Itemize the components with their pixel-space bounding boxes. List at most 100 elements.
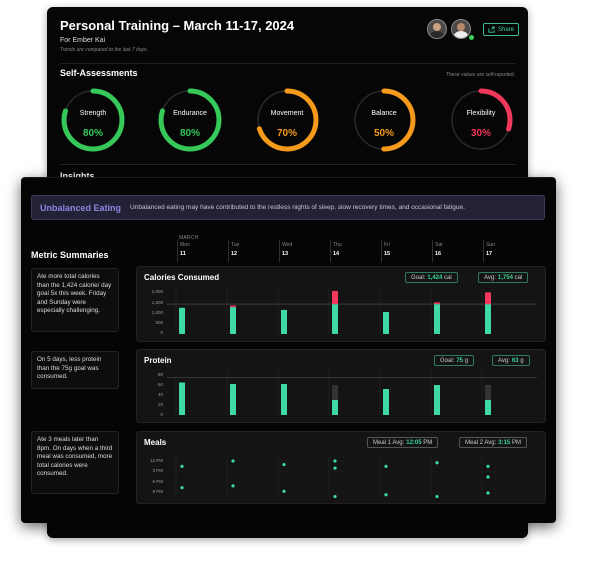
meals-summary: Ate 3 meals later than 8pm. On days when… [31, 431, 119, 494]
ring-value: 80% [179, 128, 200, 139]
self-reported-note: These values are self-reported. [445, 72, 515, 78]
banner-text: Unbalanced eating may have contributed t… [130, 204, 465, 211]
meal-point [435, 494, 439, 499]
meal-point [435, 461, 439, 465]
ring-label: Strength [79, 110, 107, 117]
ring-balance: Balance 50% [352, 88, 416, 152]
bar-sat [434, 385, 440, 415]
meal-point [384, 464, 388, 468]
bar-shortfall-sun [485, 385, 491, 400]
meal-point [282, 462, 286, 467]
protein-panel: Protein Goal: 75 g Avg: 63 g 80 60 40 20 0 [136, 349, 546, 423]
bar-sat [434, 304, 440, 334]
y-tick-label: 12 PM [149, 458, 163, 463]
day-header: Fri 15 [381, 240, 390, 262]
share-label: Share [498, 26, 515, 33]
trends-note: Trends are compared to the last 7 days. [60, 47, 149, 53]
day-header: Mon 11 [177, 240, 190, 262]
self-assessments-heading: Self-Assessments [60, 68, 138, 78]
user-name: For Ember Kai [60, 37, 106, 44]
trainer-avatar[interactable] [427, 19, 447, 39]
meal1-avg-pill: Meal 1 Avg: 12:05 PM [367, 437, 439, 448]
metric-summaries-heading: Metric Summaries [31, 250, 109, 260]
meal-point [180, 464, 184, 468]
bar-thu [332, 304, 338, 334]
meals-panel: Meals Meal 1 Avg: 12:05 PM Meal 2 Avg: 3:1… [136, 431, 546, 504]
calories-summary: Ate more total calories than the 1,424 c… [31, 268, 119, 332]
y-tick-label: 40 [157, 392, 163, 397]
meal-point [282, 489, 286, 493]
y-tick-label: 6 PM [152, 479, 163, 484]
meal-point [384, 493, 388, 497]
share-button[interactable]: Share [483, 23, 520, 36]
banner-title: Unbalanced Eating [40, 202, 122, 213]
y-tick-label: 2,000 [151, 289, 163, 294]
meals-scatter-chart [167, 454, 537, 499]
ring-strength: Strength 80% [61, 88, 125, 152]
protein-bar-chart [167, 371, 537, 415]
ring-value: 30% [470, 128, 491, 139]
ring-label: Flexibility [466, 110, 496, 117]
y-tick-label: 1,500 [151, 300, 163, 305]
day-header: Sun 17 [483, 240, 495, 262]
ring-progress-arc [61, 88, 125, 152]
client-avatar[interactable] [451, 19, 471, 39]
bar-over-thu [332, 290, 338, 305]
metric-summaries-card: Unbalanced Eating Unbalanced eating may … [21, 177, 556, 523]
meal-point [333, 494, 337, 499]
share-icon [488, 26, 495, 33]
ring-label: Balance [371, 110, 397, 117]
ring-value: 80% [82, 128, 103, 139]
meal-point [231, 484, 235, 488]
ring-flexibility: Flexibility 30% [449, 88, 513, 152]
online-status-dot [468, 34, 475, 41]
calories-title: Calories Consumed [144, 273, 220, 282]
ring-progress-arc [158, 88, 222, 152]
protein-avg-pill: Avg: 63 g [492, 355, 530, 366]
bar-fri [383, 389, 389, 415]
bar-wed [281, 384, 287, 415]
y-tick-label: 9 PM [152, 489, 163, 494]
month-label: MARCH [179, 235, 199, 241]
ring-label: Endurance [173, 110, 207, 117]
y-tick-label: 0 [160, 330, 163, 335]
bar-fri [383, 311, 389, 334]
meals-title: Meals [144, 438, 167, 447]
bar-thu [332, 400, 338, 415]
ring-value: 50% [373, 128, 394, 139]
divider [60, 63, 515, 64]
calories-bar-chart [167, 288, 537, 334]
bar-sun [485, 400, 491, 415]
meal2-avg-pill: Meal 2 Avg: 3:15 PM [459, 437, 527, 448]
ring-progress-arc [255, 88, 319, 152]
bar-sun [485, 304, 491, 334]
y-tick-label: 1,000 [151, 310, 163, 315]
bar-mon [179, 307, 185, 334]
protein-title: Protein [144, 356, 172, 365]
meal-point [333, 459, 337, 463]
day-header: Sat 16 [432, 240, 443, 262]
meal-point [486, 464, 490, 468]
ring-label: Movement [270, 110, 304, 117]
y-tick-label: 80 [157, 372, 163, 377]
calories-goal-pill: Goal: 1,424 cal [405, 272, 458, 283]
ring-value: 70% [276, 128, 297, 139]
ring-movement: Movement 70% [255, 88, 319, 152]
page-title: Personal Training – March 11-17, 2024 [60, 18, 295, 33]
bar-mon [179, 382, 185, 415]
protein-goal-pill: Goal: 75 g [434, 355, 475, 366]
meal-point [231, 459, 235, 463]
y-tick-label: 500 [155, 320, 163, 325]
ring-progress-arc [352, 88, 416, 152]
day-header: Tue 12 [228, 240, 239, 262]
calories-panel: Calories Consumed Goal: 1,424 cal Avg: 1,7… [136, 266, 546, 342]
meal-point [180, 486, 184, 490]
ring-progress-arc [449, 88, 513, 152]
y-tick-label: 20 [157, 402, 163, 407]
protein-summary: On 5 days, less protein than the 75g goa… [31, 351, 119, 389]
calories-avg-pill: Avg: 1,754 cal [478, 272, 529, 283]
meal-point [486, 491, 490, 495]
y-tick-label: 3 PM [152, 468, 163, 473]
y-tick-label: 0 [160, 412, 163, 417]
day-header: Thu 14 [330, 240, 342, 262]
